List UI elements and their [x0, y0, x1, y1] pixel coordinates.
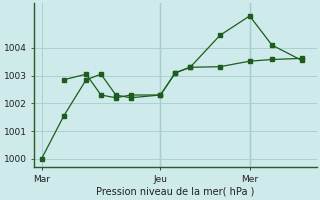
X-axis label: Pression niveau de la mer( hPa ): Pression niveau de la mer( hPa ) — [96, 187, 254, 197]
